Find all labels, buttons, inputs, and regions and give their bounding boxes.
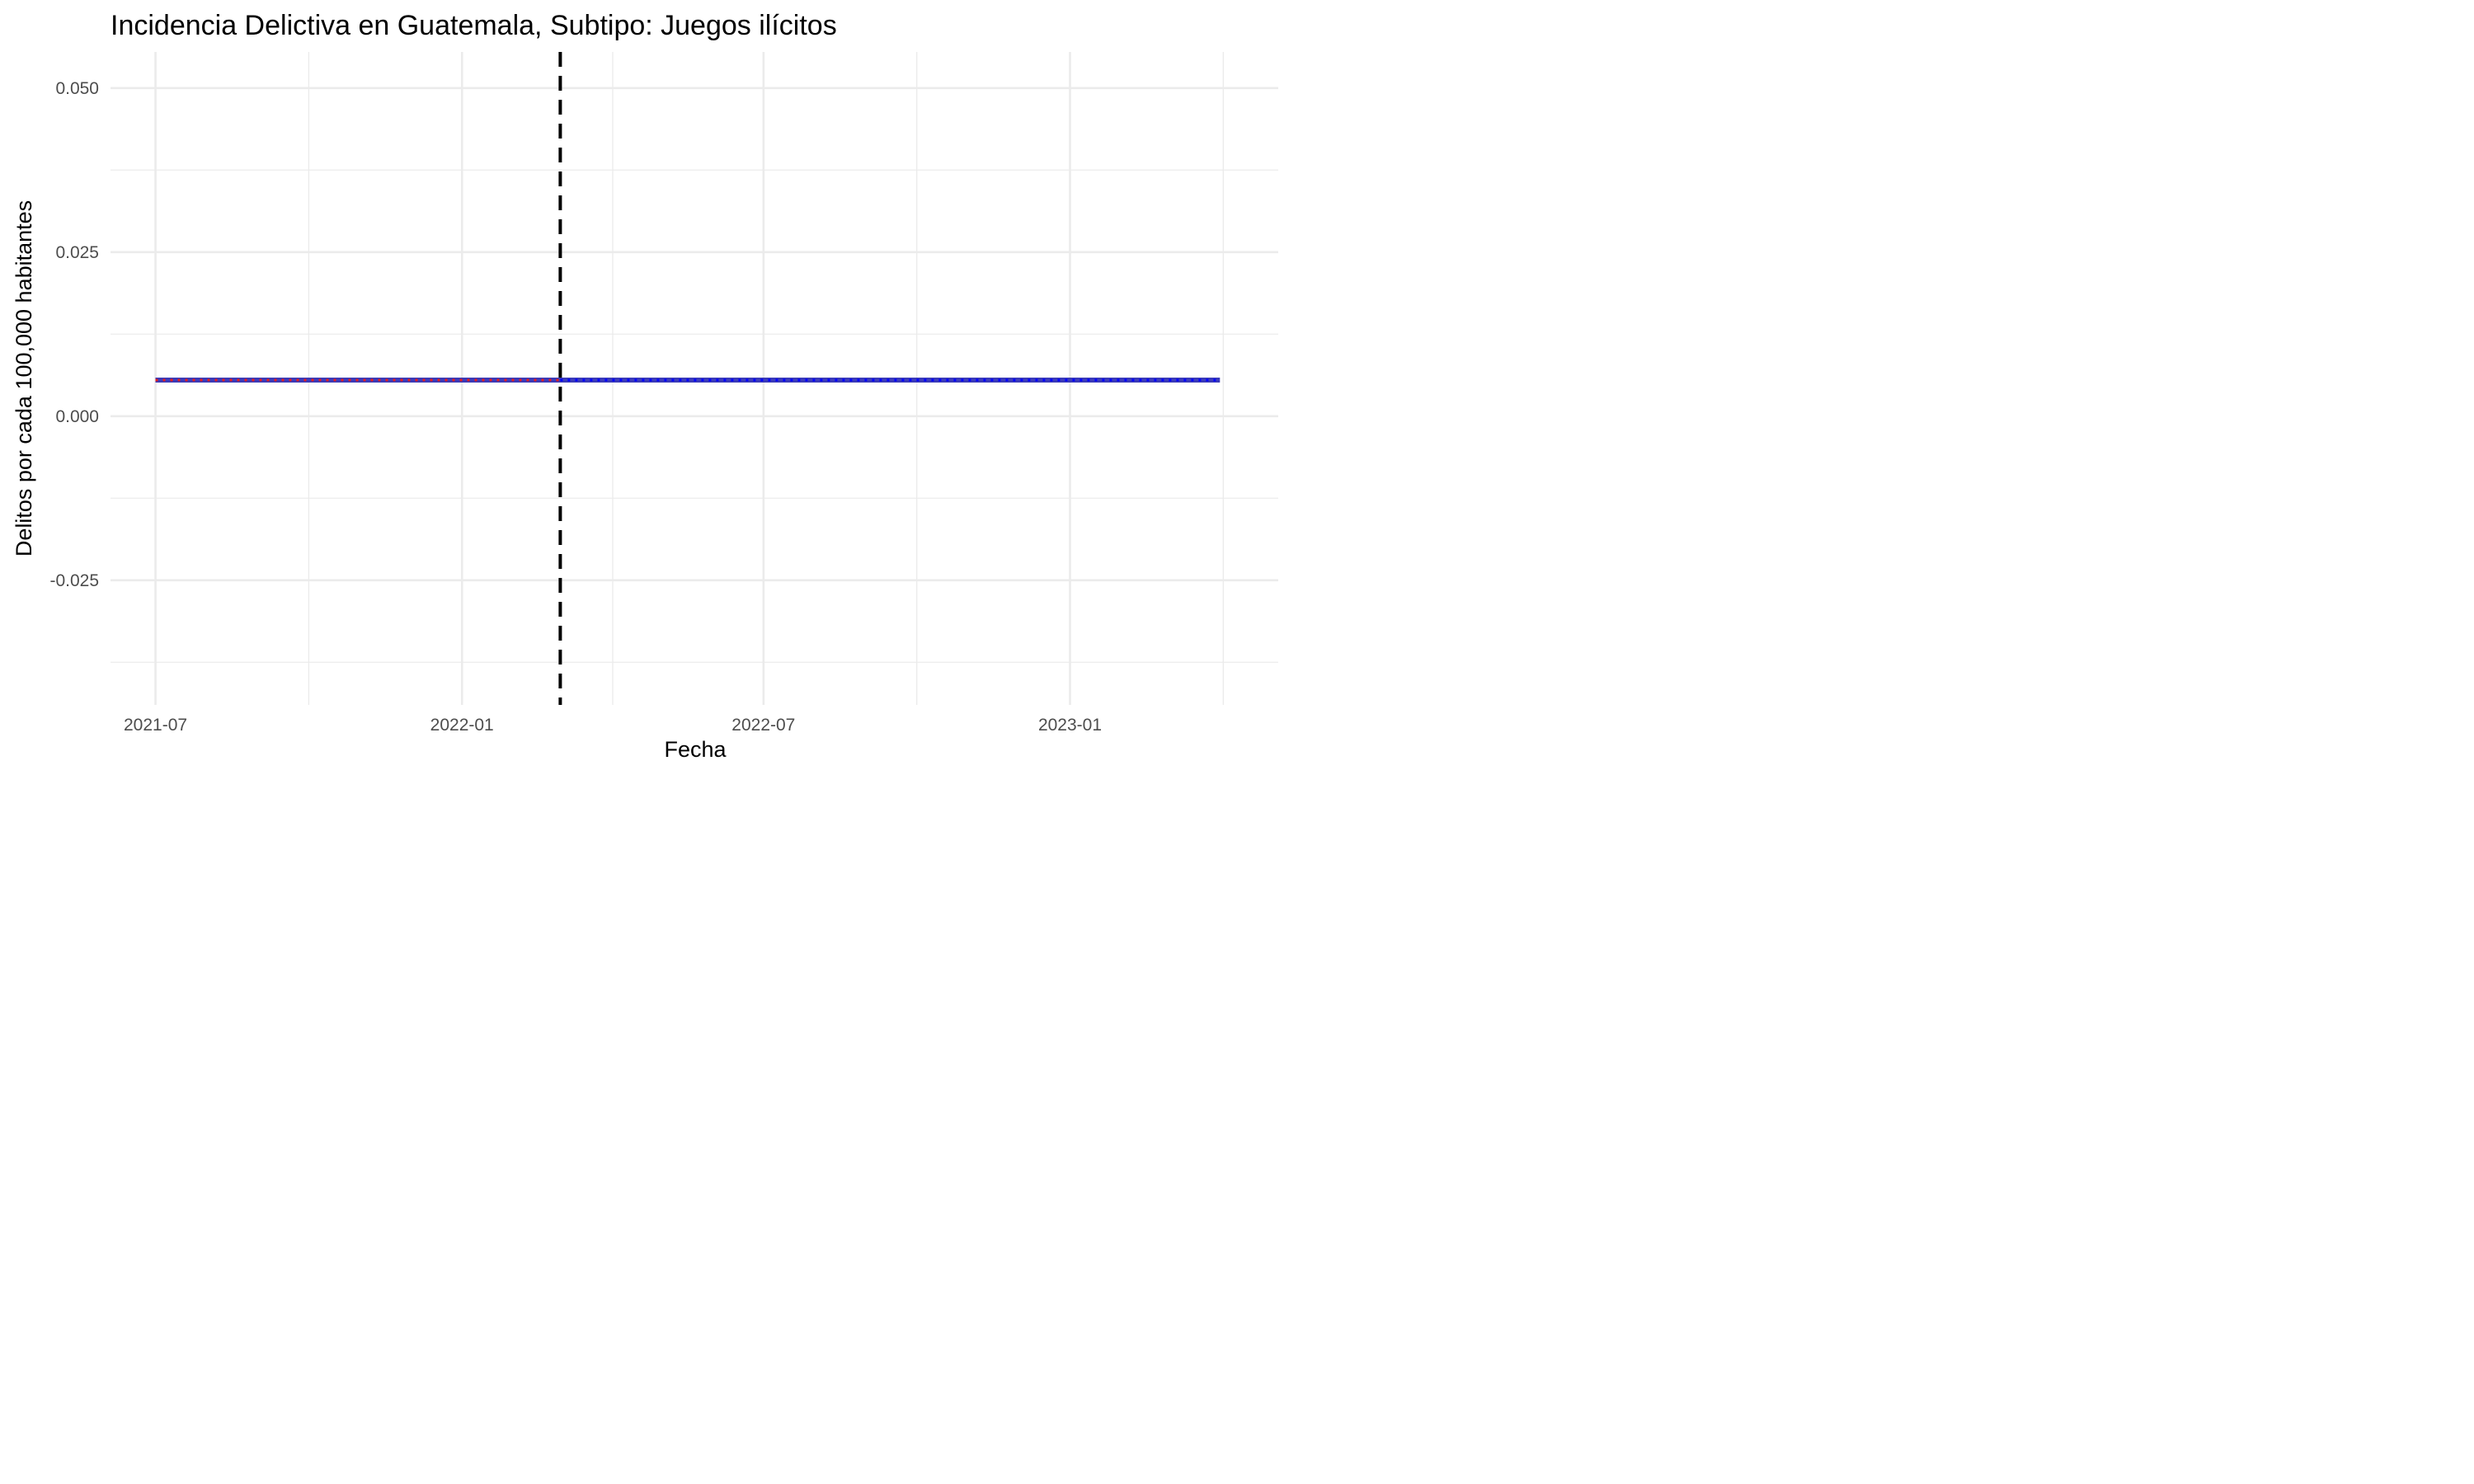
x-tick-label: 2022-07	[731, 716, 795, 735]
x-axis-title: Fecha	[664, 737, 727, 762]
x-tick-labels: 2021-07 2022-01 2022-07 2023-01	[124, 716, 1102, 735]
major-gridlines-y	[111, 87, 1278, 582]
y-tick-label: 0.050	[55, 79, 99, 98]
y-axis-title: Delitos por cada 100,000 habitantes	[12, 200, 36, 556]
x-tick-label: 2021-07	[124, 716, 187, 735]
chart-title: Incidencia Delictiva en Guatemala, Subti…	[111, 10, 837, 41]
y-tick-label: -0.025	[49, 571, 99, 590]
x-tick-label: 2023-01	[1038, 716, 1102, 735]
minor-gridlines-y	[111, 169, 1278, 663]
y-tick-label: 0.025	[55, 243, 99, 262]
chart: -0.025 0.000 0.025 0.050 2021-07 2022-01 2022…	[12, 10, 1278, 762]
y-tick-labels: -0.025 0.000 0.025 0.050	[49, 79, 99, 590]
y-tick-label: 0.000	[55, 407, 99, 426]
x-tick-label: 2022-01	[430, 716, 494, 735]
